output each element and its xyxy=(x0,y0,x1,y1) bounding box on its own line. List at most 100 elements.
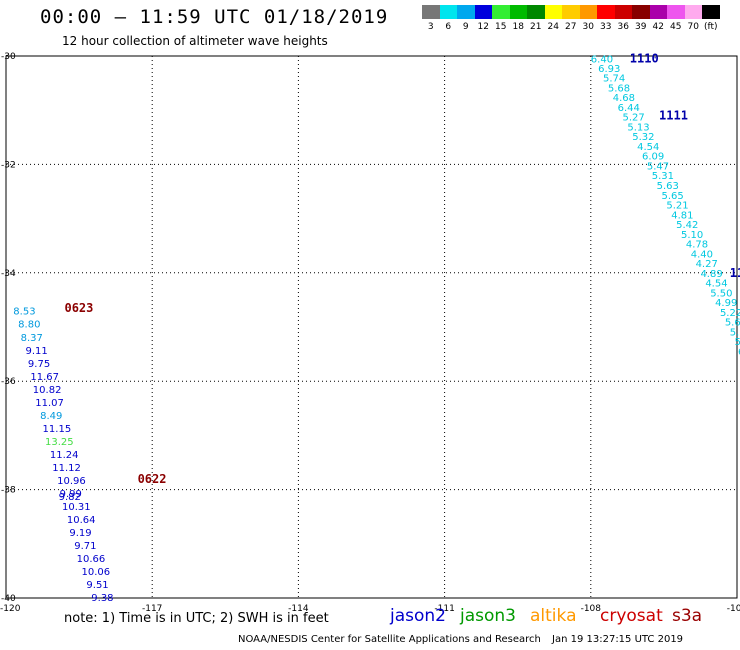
lat-tick-label: -38 xyxy=(1,486,16,496)
pass-time-label: 1111 xyxy=(659,109,688,123)
wave-height-value: 8.49 xyxy=(40,411,62,422)
scale-label: 30 xyxy=(582,22,594,32)
wave-height-value: 11.07 xyxy=(35,398,64,409)
wave-height-value: 5.68 xyxy=(608,83,630,94)
scale-swatch xyxy=(562,5,580,19)
wave-height-value: 5.21 xyxy=(666,201,688,212)
wave-height-value: 9.82 xyxy=(59,492,81,503)
pass-time-label: 1110 xyxy=(630,52,659,66)
scale-label: 39 xyxy=(635,22,647,32)
wave-height-value: 8.53 xyxy=(13,307,35,318)
wave-height-value: 5.68 xyxy=(725,318,740,329)
wave-height-value: 5.31 xyxy=(652,171,674,182)
wave-height-value: 6 xyxy=(738,347,740,358)
wave-height-value: 8.80 xyxy=(18,320,40,331)
wave-height-value: 5.10 xyxy=(681,230,703,241)
lon-tick-label: -117 xyxy=(142,604,162,612)
wave-height-value: 10.64 xyxy=(67,515,96,526)
scale-label: 36 xyxy=(617,22,629,32)
units-note: note: 1) Time is in UTC; 2) SWH is in fe… xyxy=(64,611,329,626)
wave-height-value: 10.66 xyxy=(77,554,106,565)
satellite-jason3: jason3 xyxy=(460,606,516,626)
wave-height-value: 9.71 xyxy=(74,541,96,552)
wave-height-value: 4.54 xyxy=(637,142,659,153)
scale-swatch xyxy=(614,5,632,19)
wave-height-value: 9.19 xyxy=(69,528,91,539)
wave-height-value: 10.31 xyxy=(62,502,91,513)
wave-height-value: 9.38 xyxy=(91,593,113,604)
scale-swatch xyxy=(544,5,562,19)
lat-tick-label: -36 xyxy=(1,377,16,387)
pass-time-label: 0623 xyxy=(64,301,93,315)
lon-tick-label: -105 xyxy=(727,604,740,612)
scale-label: 18 xyxy=(512,22,524,32)
lat-tick-label: -34 xyxy=(1,269,16,279)
scale-swatch xyxy=(509,5,527,19)
wave-height-value: 10.82 xyxy=(33,385,62,396)
wave-height-value: 5.22 xyxy=(720,308,740,319)
wave-height-value: 4.78 xyxy=(686,240,708,251)
lon-tick-label: -111 xyxy=(434,604,454,612)
wave-height-value: 4.54 xyxy=(705,279,727,290)
wave-height-value: 4.81 xyxy=(671,210,693,221)
wave-height-value: 6.93 xyxy=(598,64,620,75)
lon-tick-label: -108 xyxy=(581,604,602,612)
wave-height-value: 13.25 xyxy=(45,437,74,448)
credit-text: NOAA/NESDIS Center for Satellite Applica… xyxy=(238,634,541,645)
satellite-s3a: s3a xyxy=(672,606,703,626)
scale-label: 24 xyxy=(547,22,559,32)
wave-height-value: 5.42 xyxy=(676,220,698,231)
scale-swatch xyxy=(684,5,702,19)
wave-height-value: 5.1 xyxy=(730,327,740,338)
wave-height-value: 10.06 xyxy=(82,567,111,578)
scale-swatch xyxy=(492,5,510,19)
scale-swatch xyxy=(649,5,667,19)
scale-swatch xyxy=(474,5,492,19)
scale-swatch xyxy=(579,5,597,19)
wave-height-value: 11.67 xyxy=(30,372,59,383)
wave-height-value: 9.51 xyxy=(86,580,108,591)
scale-label: 70 xyxy=(687,22,699,32)
scale-swatch xyxy=(632,5,650,19)
scale-label: 27 xyxy=(565,22,577,32)
scale-label: 9 xyxy=(462,22,469,32)
scale-unit: (ft) xyxy=(704,22,718,32)
scale-swatch xyxy=(702,5,720,19)
footer-timestamp: Jan 19 13:27:15 UTC 2019 xyxy=(552,634,684,645)
scale-label: 21 xyxy=(530,22,542,32)
wave-height-value: 10.96 xyxy=(57,476,86,487)
scale-label: 33 xyxy=(600,22,612,32)
wave-height-value: 5.74 xyxy=(603,74,625,85)
wave-height-value: 6.09 xyxy=(642,152,664,163)
lon-tick-label: -114 xyxy=(288,604,309,612)
scale-label: 15 xyxy=(495,22,507,32)
map-plot: -120 -117 -114 -111 -108 -105 -30 -32 -34 -36 -38 -… xyxy=(0,52,740,612)
lat-tick-label: -40 xyxy=(1,594,16,604)
lat-tick-label: -32 xyxy=(1,160,16,170)
wave-height-value: 11.12 xyxy=(52,463,81,474)
scale-label: 45 xyxy=(670,22,682,32)
wave-height-value: 6.40 xyxy=(591,55,613,66)
pass-time-label: 0622 xyxy=(138,472,167,486)
satellite-cryosat: cryosat xyxy=(600,606,663,626)
wave-height-value: 5.32 xyxy=(632,132,654,143)
wave-height-value: 5.50 xyxy=(710,288,732,299)
map-frame xyxy=(5,55,738,599)
wave-height-value: 6.44 xyxy=(618,103,640,114)
wave-height-value: 5 xyxy=(735,337,740,348)
wave-height-value: 9.99 xyxy=(60,489,82,500)
wave-height-value: 8.37 xyxy=(21,333,43,344)
scale-label: 12 xyxy=(477,22,489,32)
scale-swatch xyxy=(439,5,457,19)
scale-swatch xyxy=(597,5,615,19)
scale-swatch xyxy=(457,5,475,19)
wave-height-value: 5.65 xyxy=(661,191,683,202)
wave-height-value: 5.27 xyxy=(622,113,644,124)
wave-height-value: 5.63 xyxy=(657,181,679,192)
wave-height-value: 5.13 xyxy=(627,122,649,133)
scale-label: 3 xyxy=(427,22,434,32)
wave-height-value: 5.47 xyxy=(647,161,669,172)
lon-tick-label: -120 xyxy=(0,604,21,612)
wave-height-value: 11.15 xyxy=(43,424,72,435)
